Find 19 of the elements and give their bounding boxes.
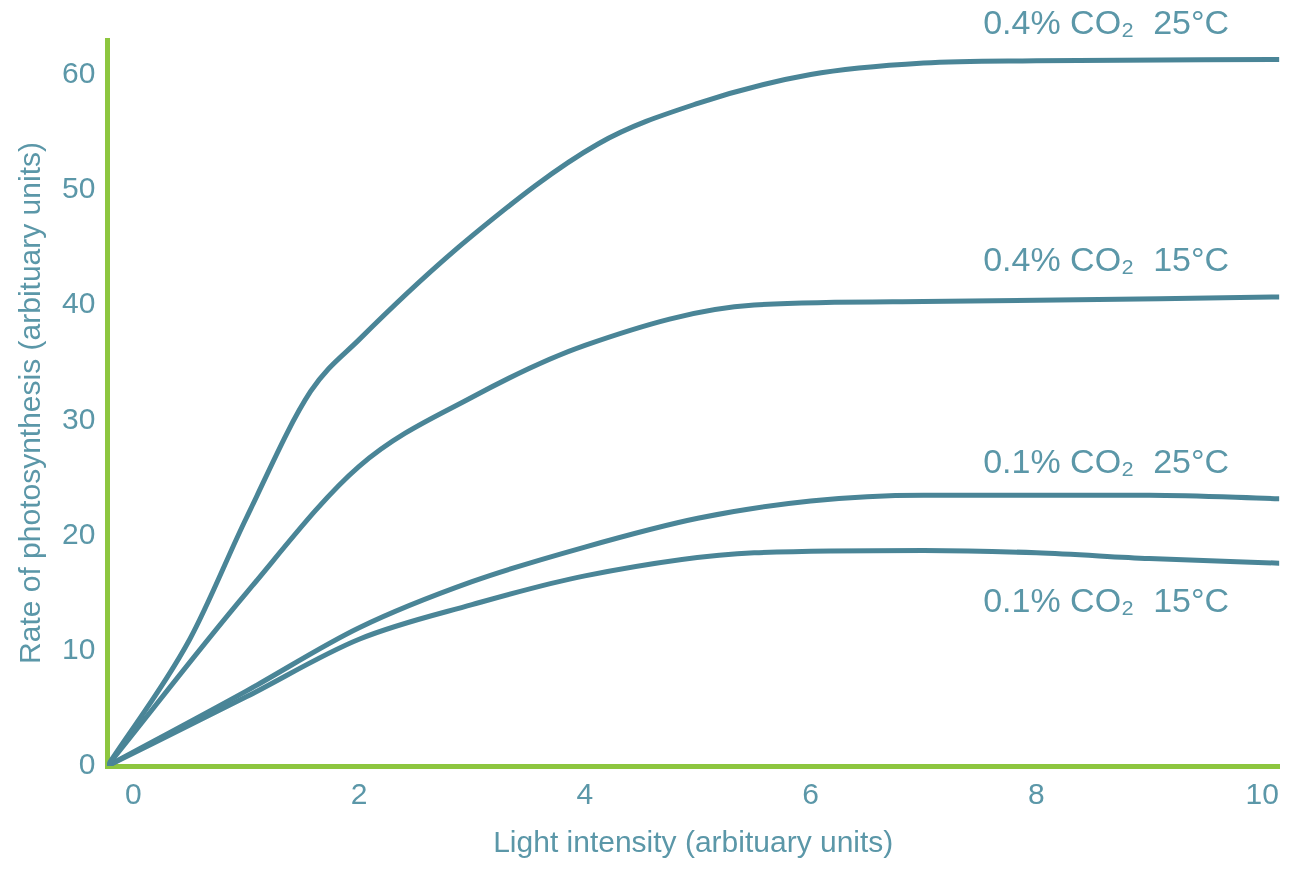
y-tick-label: 0 <box>78 747 96 781</box>
y-tick-label: 40 <box>61 286 96 320</box>
series-label: 0.1% CO₂ 15°C <box>983 580 1230 619</box>
x-tick-label: 10 <box>1245 777 1279 811</box>
x-axis-title: Light intensity (arbituary units) <box>493 825 894 859</box>
x-tick-label: 6 <box>802 777 820 811</box>
x-tick-label: 8 <box>1028 777 1045 811</box>
series-label: 0.4% CO₂ 15°C <box>983 240 1230 279</box>
y-tick-label: 30 <box>61 401 96 435</box>
y-tick-label: 60 <box>61 55 96 89</box>
series-label: 0.1% CO₂ 25°C <box>983 442 1230 481</box>
y-axis-title: Rate of photosynthesis (arbituary units) <box>13 142 47 664</box>
y-tick-label: 50 <box>61 171 96 205</box>
series-label: 0.4% CO₂ 25°C <box>983 2 1230 41</box>
x-tick-label: 0 <box>124 777 142 811</box>
y-tick-label: 20 <box>61 516 96 550</box>
y-tick-label: 10 <box>61 632 96 666</box>
x-tick-label: 4 <box>576 777 594 811</box>
x-tick-label: 2 <box>350 777 368 811</box>
